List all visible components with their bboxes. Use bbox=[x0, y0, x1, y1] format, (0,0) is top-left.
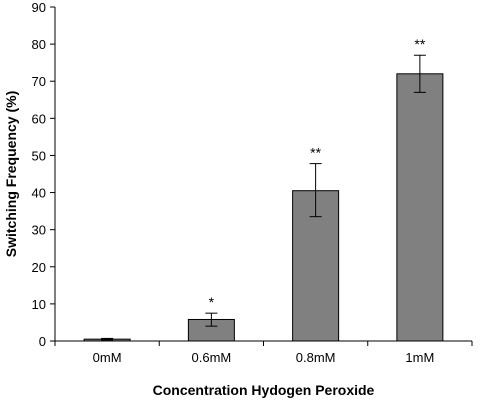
y-tick-label: 0 bbox=[39, 334, 46, 349]
significance-marker: * bbox=[209, 294, 215, 310]
x-tick-label: 0.6mM bbox=[192, 350, 232, 365]
y-tick-label: 70 bbox=[32, 74, 46, 89]
bar bbox=[396, 73, 444, 342]
y-tick-label: 60 bbox=[32, 111, 46, 126]
x-tick-label: 0mM bbox=[93, 350, 122, 365]
significance-marker: ** bbox=[310, 145, 321, 161]
y-tick-label: 50 bbox=[32, 148, 46, 163]
x-tick-label: 0.8mM bbox=[296, 350, 336, 365]
y-tick-label: 80 bbox=[32, 37, 46, 52]
significance-labels: ***** bbox=[209, 36, 426, 310]
bars bbox=[83, 73, 444, 342]
x-axis-ticks: 0mM 0.6mM 0.8mM 1mM bbox=[54, 341, 473, 365]
x-tick-label: 1mM bbox=[405, 350, 434, 365]
y-tick-label: 40 bbox=[32, 186, 46, 201]
y-tick-label: 30 bbox=[32, 223, 46, 238]
x-axis-title: Concentration Hydogen Peroxide bbox=[153, 382, 375, 398]
y-tick-label: 10 bbox=[32, 297, 46, 312]
significance-marker: ** bbox=[414, 36, 425, 52]
y-tick-label: 20 bbox=[32, 260, 46, 275]
y-axis-ticks: 0 10 20 30 40 50 60 70 80 90 bbox=[32, 0, 55, 349]
error-bars bbox=[101, 54, 426, 341]
y-axis-title: Switching Frequency (%) bbox=[3, 91, 19, 257]
y-tick-label: 90 bbox=[32, 0, 46, 15]
